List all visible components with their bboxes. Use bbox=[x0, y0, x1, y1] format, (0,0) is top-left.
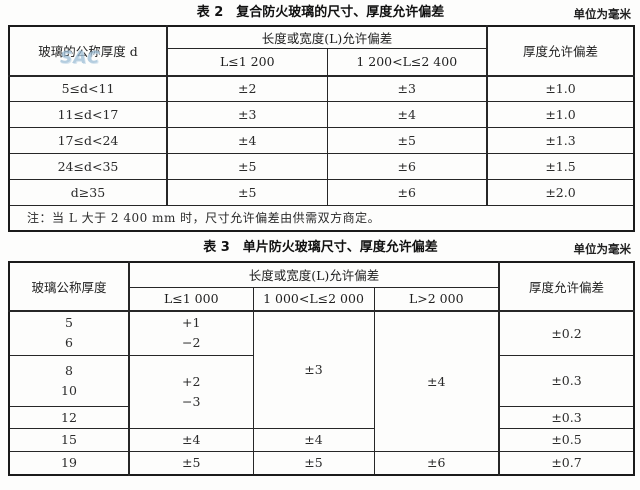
table2-header-row-1: 玻璃的公称厚度 d 长度或宽度(L)允许偏差 厚度允许偏差 bbox=[8, 25, 635, 77]
table-row: d≥35 ±5 ±6 ±2.0 bbox=[8, 179, 635, 206]
table2-unit-label: 单位为毫米 bbox=[573, 7, 632, 21]
t3-cell-tol-l3-span: ±4 bbox=[373, 310, 500, 452]
table-row: 5≤d<11 ±2 ±3 ±1.0 bbox=[8, 75, 635, 102]
table3-unit-label: 单位为毫米 bbox=[573, 242, 632, 256]
t3-header-thickness: 玻璃公称厚度 bbox=[8, 261, 130, 312]
t2-header-thickness: 玻璃的公称厚度 d bbox=[8, 25, 168, 77]
t3-cell-thickness-12: 12 bbox=[8, 405, 130, 429]
table2-composite-fire-glass-tolerances: 玻璃的公称厚度 d 长度或宽度(L)允许偏差 厚度允许偏差 L≤1 200 1 … bbox=[8, 25, 635, 232]
t2-cell-range: 17≤d<24 bbox=[8, 127, 168, 154]
t2-cell-range: 5≤d<11 bbox=[8, 75, 168, 102]
t3-cell-thickness-15: 15 bbox=[8, 427, 130, 452]
t3-cell-tol-l3: ±6 bbox=[373, 450, 500, 476]
table-row: 5 6 +1 −2 ±3 ±4 ±0.2 bbox=[8, 310, 635, 452]
t2-cell-thickness-tol: ±1.0 bbox=[486, 75, 635, 102]
t3-cell-thickness-tol: ±0.3 bbox=[498, 405, 635, 429]
t2-cell-tol2: ±5 bbox=[326, 127, 488, 154]
t2-cell-tol1: ±5 bbox=[166, 153, 328, 180]
t2-cell-range: 11≤d<17 bbox=[8, 101, 168, 128]
table-row: 17≤d<24 ±4 ±5 ±1.3 bbox=[8, 127, 635, 154]
table3-header-row-1: 玻璃公称厚度 长度或宽度(L)允许偏差 厚度允许偏差 bbox=[8, 261, 635, 312]
t2-cell-tol2: ±6 bbox=[326, 153, 488, 180]
t2-cell-range: 24≤d<35 bbox=[8, 153, 168, 180]
t2-cell-tol1: ±2 bbox=[166, 75, 328, 102]
t2-cell-tol2: ±4 bbox=[326, 101, 488, 128]
t2-cell-thickness-tol: ±1.3 bbox=[486, 127, 635, 154]
t2-cell-tol2: ±6 bbox=[326, 179, 488, 206]
t3-subheader-l-gt-2000: L>2 000 bbox=[373, 286, 500, 312]
t3-cell-tol-l1: ±4 bbox=[128, 427, 254, 452]
table-row: 15 ±4 ±4 ±0.5 bbox=[8, 427, 635, 452]
t3-cell-tol-l2: ±5 bbox=[252, 450, 375, 476]
table2-note-row: 注：当 L 大于 2 400 mm 时，尺寸允许偏差由供需双方商定。 bbox=[8, 205, 635, 231]
t3-cell-thickness-tol: ±0.5 bbox=[498, 427, 635, 452]
table2-caption: 表 2 复合防火玻璃的尺寸、厚度允许偏差 单位为毫米 bbox=[8, 4, 633, 22]
t3-cell-tol-l2-span: ±3 bbox=[252, 310, 375, 429]
table3-title: 表 3 单片防火玻璃尺寸、厚度允许偏差 bbox=[203, 240, 438, 255]
t3-subheader-l-le-1000: L≤1 000 bbox=[128, 286, 254, 312]
t3-cell-thickness-tol: ±0.3 bbox=[498, 354, 635, 407]
t2-cell-tol2: ±3 bbox=[326, 75, 488, 102]
t3-header-length-span: 长度或宽度(L)允许偏差 bbox=[127, 261, 500, 288]
t2-cell-thickness-tol: ±2.0 bbox=[486, 179, 635, 206]
t3-cell-thickness-8-10: 8 10 bbox=[8, 354, 130, 407]
t3-cell-tol-l1-span: +2 −3 bbox=[128, 354, 254, 429]
t2-cell-tol1: ±3 bbox=[166, 101, 328, 128]
table2-note: 注：当 L 大于 2 400 mm 时，尺寸允许偏差由供需双方商定。 bbox=[8, 205, 635, 231]
t2-cell-tol1: ±4 bbox=[166, 127, 328, 154]
t2-subheader-l-le-1200: L≤1 200 bbox=[166, 48, 328, 77]
t3-header-thickness-tolerance: 厚度允许偏差 bbox=[498, 261, 635, 312]
table-row: 11≤d<17 ±3 ±4 ±1.0 bbox=[8, 101, 635, 128]
t3-cell-thickness-5-6: 5 6 bbox=[8, 310, 130, 356]
t3-cell-thickness-tol: ±0.2 bbox=[498, 310, 635, 356]
t2-header-length-span: 长度或宽度(L)允许偏差 bbox=[166, 25, 488, 49]
t2-subheader-1200-lt-l-le-2400: 1 200<L≤2 400 bbox=[326, 48, 488, 77]
t2-cell-thickness-tol: ±1.5 bbox=[486, 153, 635, 180]
table2-header-row-2: L≤1 200 1 200<L≤2 400 bbox=[9, 48, 634, 77]
table-row: 19 ±5 ±5 ±6 ±0.7 bbox=[8, 450, 635, 476]
t2-cell-range: d≥35 bbox=[8, 179, 168, 206]
table-row: 12 ±0.3 bbox=[8, 405, 635, 429]
t3-cell-tol-l1: ±5 bbox=[128, 450, 254, 476]
table2-title: 表 2 复合防火玻璃的尺寸、厚度允许偏差 bbox=[196, 5, 445, 20]
table3-caption: 表 3 单片防火玻璃尺寸、厚度允许偏差 单位为毫米 bbox=[8, 239, 633, 257]
t2-cell-thickness-tol: ±1.0 bbox=[486, 101, 635, 128]
table-row: 24≤d<35 ±5 ±6 ±1.5 bbox=[8, 153, 635, 180]
t3-cell-thickness-19: 19 bbox=[8, 450, 130, 476]
t3-subheader-1000-lt-l-le-2000: 1 000<L≤2 000 bbox=[252, 286, 375, 312]
t2-cell-tol1: ±5 bbox=[166, 179, 328, 206]
t3-cell-tol-l2: ±4 bbox=[252, 427, 375, 452]
t3-cell-thickness-tol: ±0.7 bbox=[498, 450, 635, 476]
table3-header-row-2: L≤1 000 1 000<L≤2 000 L>2 000 bbox=[9, 286, 634, 312]
table3-single-sheet-fire-glass-tolerances: 玻璃公称厚度 长度或宽度(L)允许偏差 厚度允许偏差 L≤1 000 1 000… bbox=[8, 261, 636, 476]
t3-cell-tol-l1: +1 −2 bbox=[128, 310, 254, 356]
t2-header-thickness-tolerance: 厚度允许偏差 bbox=[486, 25, 635, 77]
